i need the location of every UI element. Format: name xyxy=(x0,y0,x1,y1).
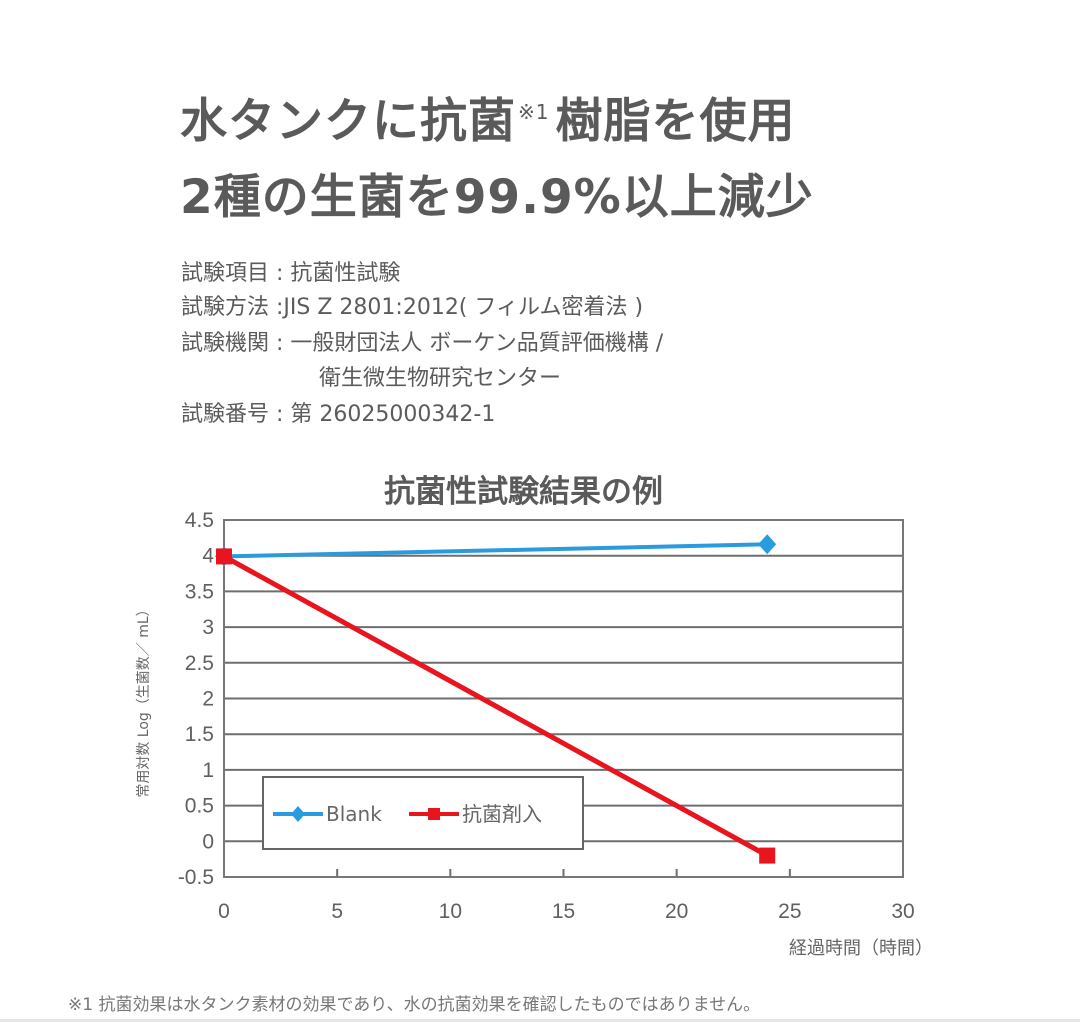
bottom-divider xyxy=(0,1019,1080,1022)
spec-value: 衛生微生物研究センター xyxy=(319,366,562,391)
headline-text-a: 水タンクに抗菌 xyxy=(180,94,516,149)
x-tick-label: 10 xyxy=(439,900,462,923)
series-line xyxy=(223,542,768,559)
x-tick-label: 20 xyxy=(665,900,688,923)
chart-title: 抗菌性試験結果の例 xyxy=(384,474,663,510)
spec-value: 抗菌性試験 xyxy=(290,261,401,286)
series-line xyxy=(222,554,769,858)
y-tick-label: -0.5 xyxy=(178,866,214,889)
y-tick-label: 0 xyxy=(202,830,214,853)
y-tick-label: 1 xyxy=(202,759,214,782)
spec-value: JIS Z 2801:2012( フィルム密着法 ) xyxy=(283,295,644,320)
square-marker-icon xyxy=(428,808,440,820)
y-tick-label: 3 xyxy=(202,616,214,639)
legend-label-antibacterial: 抗菌剤入 xyxy=(462,802,542,826)
spec-value: 一般財団法人 ボーケン品質評価機構 / xyxy=(290,331,664,356)
footnote: ※1 抗菌効果は水タンク素材の効果であり、水の抗菌効果を確認したものではありませ… xyxy=(68,995,761,1015)
spec-sep: : xyxy=(269,331,291,356)
spec-label: 試験番号 xyxy=(181,402,270,427)
y-tick-label: 0.5 xyxy=(185,795,214,818)
test-number-row: 試験番号 : 第 26025000342-1 xyxy=(181,404,495,426)
y-tick-label: 3.5 xyxy=(185,580,214,603)
y-tick-label: 4 xyxy=(202,545,214,568)
x-tick-label: 15 xyxy=(552,900,575,923)
test-institution-row: 試験機関 : 一般財団法人 ボーケン品質評価機構 / xyxy=(181,333,663,355)
diamond-marker-icon xyxy=(758,534,777,555)
spec-sep: : xyxy=(269,295,284,320)
square-marker-icon xyxy=(759,847,776,864)
x-axis-label: 経過時間（時間） xyxy=(789,938,933,959)
y-axis-label: 常用対数 Log（生菌数／ mL） xyxy=(136,602,152,797)
x-axis-ticks xyxy=(336,869,791,877)
spec-sep: : xyxy=(269,261,291,286)
x-tick-label: 25 xyxy=(778,900,801,923)
headline-line-2: 2種の生菌を99.9%以上減少 xyxy=(180,170,814,225)
spec-label: 試験項目 xyxy=(181,261,270,286)
headline-text-b: 樹脂を使用 xyxy=(555,94,796,149)
spec-value: 第 26025000342-1 xyxy=(290,402,496,427)
footnote-marker: ※1 xyxy=(518,100,550,124)
y-tick-label: 2 xyxy=(202,688,214,711)
y-tick-label: 4.5 xyxy=(185,509,214,532)
headline-line-1: 水タンクに抗菌 ※1 樹脂を使用 xyxy=(180,98,795,145)
diamond-marker-icon xyxy=(291,806,305,822)
legend: Blank 抗菌剤入 xyxy=(262,776,584,850)
spec-sep: : xyxy=(269,402,291,427)
x-tick-label: 5 xyxy=(331,900,343,923)
y-axis-tick-labels: 4.5 4 3.5 3 2.5 2 1.5 1 0.5 0 -0.5 xyxy=(178,509,215,889)
test-item-row: 試験項目 : 抗菌性試験 xyxy=(181,263,400,285)
y-tick-label: 1.5 xyxy=(185,723,214,746)
y-tick-label: 2.5 xyxy=(185,652,214,675)
chart-series xyxy=(215,534,777,864)
x-tick-label: 30 xyxy=(891,900,914,923)
test-institution-row-2: 衛生微生物研究センター xyxy=(319,368,561,390)
x-axis-tick-labels: 0 5 10 15 20 25 30 xyxy=(218,900,915,923)
spec-label: 試験機関 xyxy=(181,331,270,356)
x-tick-label: 0 xyxy=(218,900,230,923)
legend-label-blank: Blank xyxy=(326,802,382,826)
spec-label: 試験方法 xyxy=(181,295,270,320)
square-marker-icon xyxy=(216,548,232,565)
test-method-row: 試験方法 :JIS Z 2801:2012( フィルム密着法 ) xyxy=(181,297,643,319)
